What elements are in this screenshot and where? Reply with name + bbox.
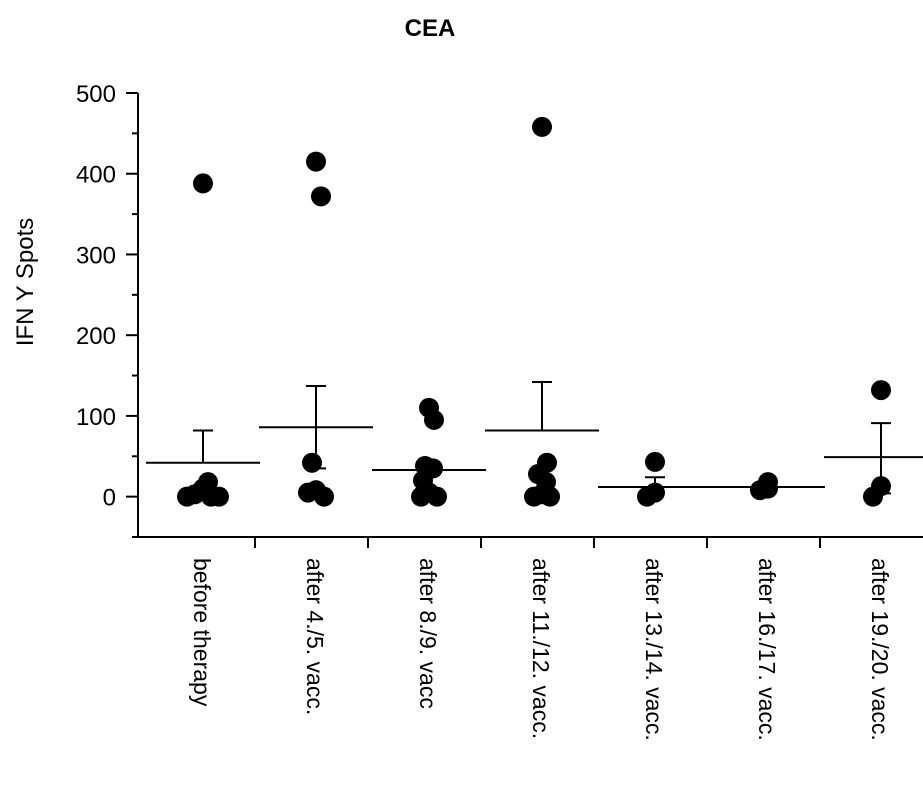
y-tick-label: 400 <box>76 162 116 189</box>
x-tick-label: after 19./20. vacc. <box>867 558 893 741</box>
y-ticks: 0 100 200 300 400 500 <box>76 81 138 538</box>
y-tick-label: 100 <box>76 404 116 431</box>
y-axis-label: IFN Y Spots <box>12 218 39 347</box>
data-point <box>532 116 552 137</box>
data-point <box>540 486 560 507</box>
data-point <box>524 486 544 507</box>
data-point <box>645 451 665 472</box>
data-point <box>193 173 213 194</box>
data-point <box>427 486 447 507</box>
y-tick-label: 300 <box>76 242 116 269</box>
x-tick-label: after 4./5. vacc. <box>302 558 328 715</box>
data-point <box>177 486 197 507</box>
x-tick-label: after 8./9. vacc <box>415 558 441 709</box>
y-tick-label: 500 <box>76 81 116 108</box>
x-ticks: before therapy after 4./5. vacc. after 8./… <box>189 537 893 741</box>
x-tick-label: after 11./12. vacc. <box>528 558 554 739</box>
y-tick-label: 0 <box>103 485 116 512</box>
data-point <box>637 486 657 507</box>
data-point <box>863 486 883 507</box>
data-point <box>750 480 770 501</box>
y-tick-label: 200 <box>76 323 116 350</box>
data-point <box>311 186 331 207</box>
data-point <box>314 486 334 507</box>
data-point <box>298 482 318 503</box>
x-tick-label: after 13./14. vacc. <box>641 558 667 741</box>
chart-title: CEA <box>405 15 456 42</box>
data-point <box>209 486 229 507</box>
plot-marks <box>146 116 923 507</box>
data-point <box>306 151 326 172</box>
data-point <box>871 380 891 401</box>
x-tick-label: before therapy <box>189 558 215 707</box>
data-point <box>411 486 431 507</box>
data-point <box>424 409 444 430</box>
x-tick-label: after 16./17. vacc. <box>754 558 780 741</box>
data-point <box>302 452 322 473</box>
